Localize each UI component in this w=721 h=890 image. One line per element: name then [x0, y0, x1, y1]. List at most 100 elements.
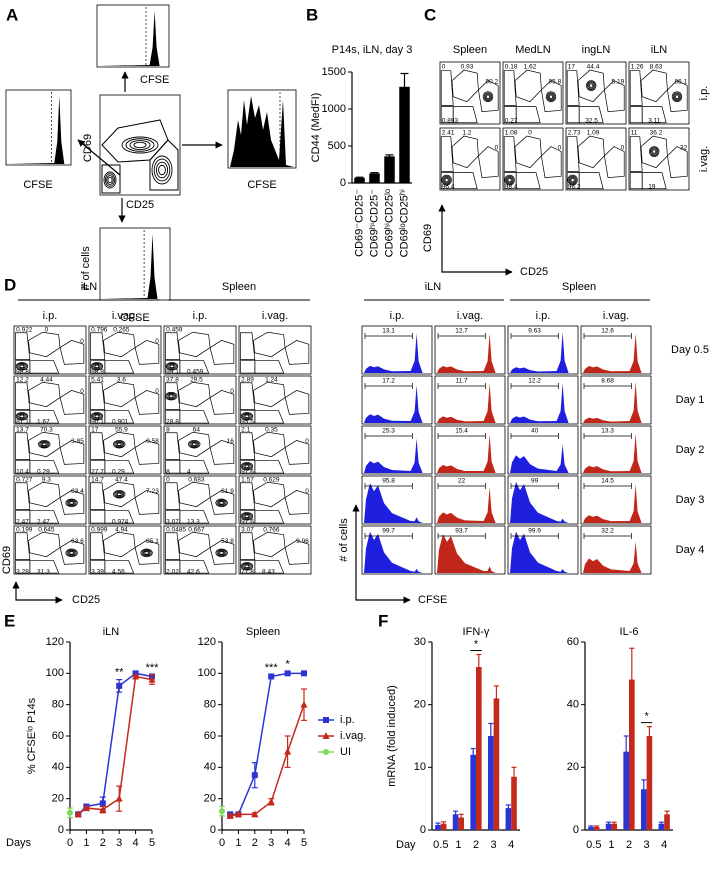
contour: [546, 92, 556, 101]
gate: [577, 135, 605, 169]
marker: [251, 772, 258, 779]
x-tick-label: 1: [455, 839, 461, 851]
dot-plot-frame: [238, 475, 312, 525]
histogram-frame: [507, 425, 579, 475]
gate: [503, 136, 517, 172]
group-header: iLN: [425, 281, 442, 293]
contour: [39, 440, 50, 448]
marker: [301, 670, 307, 677]
gate: [641, 106, 667, 124]
legend-label: UI: [340, 746, 351, 758]
gate-percentage: 5.19: [612, 79, 625, 86]
marker: [284, 747, 292, 755]
gate-percentage: 11: [631, 130, 638, 137]
contour: [587, 81, 596, 90]
histogram-peak: [230, 96, 294, 167]
column-header: ingLN: [582, 44, 611, 56]
panel-letter: A: [6, 5, 18, 24]
histogram-peak: [583, 484, 642, 523]
contour: [94, 414, 100, 419]
x-tick-label: 5: [301, 837, 307, 849]
gate: [577, 69, 605, 103]
gate: [253, 381, 286, 408]
histogram-peak: [437, 333, 496, 373]
gate-percentage: 0.999: [91, 527, 108, 534]
contour: [167, 362, 177, 370]
gate: [253, 431, 286, 458]
gate: [503, 70, 517, 106]
gate: [667, 80, 688, 112]
contour: [167, 393, 175, 399]
gate-percentage: 0: [166, 477, 170, 484]
gate-percentage: 98.9: [91, 368, 104, 375]
histogram-frame: [434, 375, 506, 425]
contour: [168, 363, 176, 369]
histogram-frame: [580, 375, 652, 425]
gate-percentage: 0.265: [113, 327, 130, 334]
contour: [69, 501, 74, 505]
series-line: [77, 672, 153, 815]
gate-percentage: 8: [166, 468, 170, 475]
gate-percentage: 99.7: [382, 528, 395, 535]
gate-percentage: 16: [227, 438, 235, 445]
gate-percentage: 4: [187, 468, 191, 475]
contour: [19, 414, 25, 419]
x-tick-label: 0: [219, 837, 225, 849]
contour: [113, 489, 126, 499]
dot-plot-frame: [502, 127, 564, 191]
gate-percentage: 15.4: [455, 428, 468, 435]
significance: ***: [265, 662, 279, 674]
gate: [104, 360, 135, 374]
histogram-peak: [364, 438, 423, 473]
gate-percentage: 19: [648, 184, 656, 191]
gate-percentage: 2.1: [241, 427, 250, 434]
x-tick-label: CD69ˡᵒCD25ʰⁱ: [398, 189, 410, 257]
significance: *: [285, 659, 290, 671]
gate: [451, 69, 479, 103]
gate-percentage: 95.8: [382, 478, 395, 485]
gate-percentage: 3.07: [166, 518, 179, 525]
gate: [440, 136, 454, 172]
y-tick-label: 20: [567, 761, 579, 773]
error-bar: [646, 725, 652, 747]
series-line: [230, 672, 304, 816]
gate-percentage: 0.58: [146, 438, 159, 445]
gate-percentage: 13.3: [187, 518, 200, 525]
row-label: Day 1: [676, 394, 705, 406]
gate-percentage: 0.93: [461, 64, 474, 71]
gate: [29, 510, 60, 524]
y-tick-label: 120: [198, 636, 216, 648]
histogram-frame: [507, 325, 579, 375]
route-header: i.vag.: [112, 310, 138, 322]
axis-label: CD25: [520, 266, 548, 278]
marker: [116, 682, 123, 689]
x-tick-label: 2: [100, 837, 106, 849]
gate-percentage: 81.1: [16, 418, 29, 425]
histogram-peak: [99, 11, 160, 66]
column-header: iLN: [651, 44, 668, 56]
y-tick-label: 0: [420, 824, 426, 836]
gate-percentage: 1.24: [265, 377, 278, 384]
gate-percentage: 14.5: [601, 478, 614, 485]
row-label: Day 4: [676, 544, 705, 556]
gate-percentage: 0: [495, 145, 499, 152]
column-header: MedLN: [515, 44, 551, 56]
gate: [452, 106, 478, 124]
dot-plot-frame: [238, 525, 312, 575]
histogram-peak: [437, 534, 496, 573]
gate-percentage: 3.11: [648, 118, 661, 125]
gate-percentage: 44.4: [587, 64, 600, 71]
marker: [226, 811, 234, 819]
gate: [29, 560, 60, 574]
histogram-peak: [510, 531, 569, 573]
contour: [94, 364, 100, 369]
gate: [15, 332, 31, 360]
error-bar: [385, 154, 394, 159]
contour: [18, 363, 26, 369]
gate: [541, 80, 562, 112]
contour: [483, 92, 493, 101]
error-bar: [435, 822, 441, 828]
contour: [67, 500, 76, 506]
contour: [18, 413, 26, 419]
